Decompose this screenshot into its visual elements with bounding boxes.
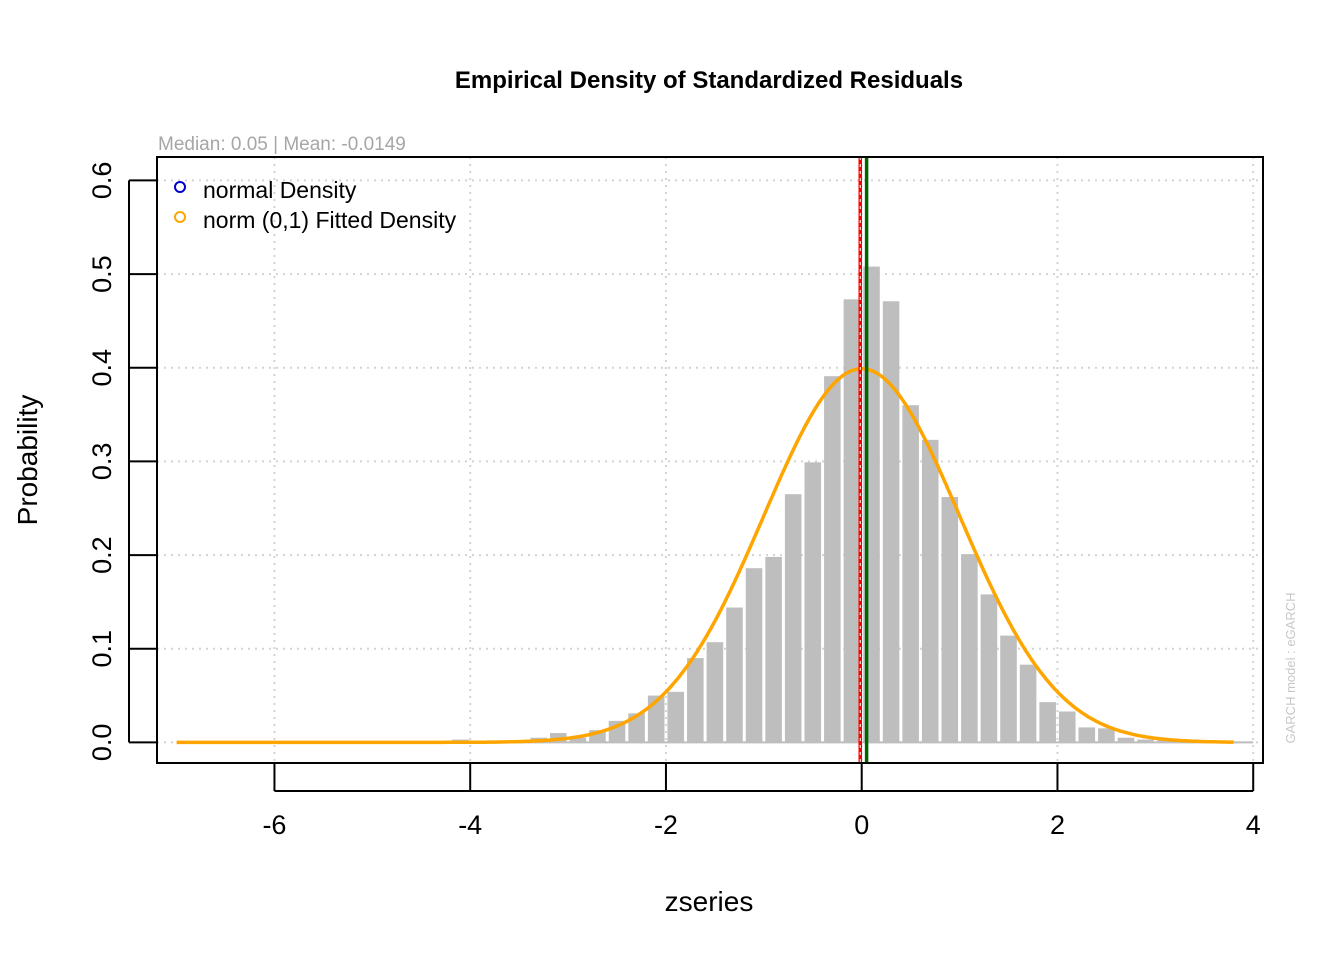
histogram-bar: [1019, 664, 1037, 743]
y-tick-label: 0.3: [87, 443, 117, 481]
x-tick-label: -6: [262, 810, 286, 840]
histogram-bar: [687, 658, 704, 743]
y-tick-label: 0.2: [87, 536, 117, 574]
histogram-bar: [921, 439, 939, 743]
histogram-bar: [1039, 702, 1056, 743]
histogram-bar: [824, 376, 841, 743]
histogram-bar: [980, 594, 998, 743]
x-axis: -6 -4 -2 0 2 4: [262, 763, 1261, 840]
x-tick-label: 0: [854, 810, 869, 840]
legend-label: norm (0,1) Fitted Density: [203, 207, 457, 233]
x-tick-label: -2: [654, 810, 678, 840]
histogram-bar: [941, 496, 959, 743]
histogram-bar: [1137, 739, 1154, 743]
model-side-label: GARCH model : eGARCH: [1283, 593, 1298, 744]
histogram-bar: [706, 642, 724, 743]
histogram-bar: [647, 695, 665, 743]
plot-frame: [156, 156, 1264, 764]
histogram-bar: [1098, 728, 1115, 743]
x-tick-label: -4: [458, 810, 482, 840]
histogram-bar: [745, 568, 763, 743]
chart-subtitle: Median: 0.05 | Mean: -0.0149: [158, 134, 406, 155]
y-tick-label: 0.6: [87, 162, 117, 200]
chart-title: Empirical Density of Standardized Residu…: [455, 67, 963, 94]
legend-marker-icon: [174, 211, 186, 223]
x-tick-label: 4: [1246, 810, 1261, 840]
legend-marker-icon: [174, 181, 186, 193]
histogram-bar: [726, 607, 743, 743]
histogram-bar: [667, 691, 685, 743]
vertical-lines: [858, 157, 869, 763]
y-axis-label: Probability: [12, 395, 43, 526]
x-axis-label: zseries: [665, 886, 754, 917]
histogram-bars: [452, 266, 1174, 743]
legend: normal Density norm (0,1) Fitted Density: [174, 177, 457, 233]
histogram-bar: [1117, 737, 1135, 743]
y-tick-label: 0.0: [87, 724, 117, 762]
histogram-bar: [961, 554, 978, 743]
x-tick-label: 2: [1050, 810, 1065, 840]
y-axis: 0.0 0.1 0.2 0.3 0.4 0.5 0.6: [87, 162, 157, 762]
histogram-bar: [804, 462, 822, 743]
y-tick-label: 0.4: [87, 349, 117, 387]
histogram-bar: [1000, 635, 1017, 743]
histogram-bar: [628, 713, 645, 743]
fitted-density-curve: [176, 366, 1234, 745]
histogram-bar: [1078, 727, 1096, 743]
fitted-density-line: [176, 366, 1234, 745]
y-tick-label: 0.5: [87, 255, 117, 293]
histogram-bar: [843, 299, 861, 743]
legend-label: normal Density: [203, 177, 357, 203]
histogram-bar: [569, 737, 587, 743]
y-tick-label: 0.1: [87, 630, 117, 668]
histogram-bar: [1058, 711, 1076, 743]
histogram-bar: [882, 301, 900, 743]
histogram-bar: [902, 405, 919, 743]
histogram-bar: [765, 556, 782, 743]
histogram-bar: [784, 494, 802, 743]
